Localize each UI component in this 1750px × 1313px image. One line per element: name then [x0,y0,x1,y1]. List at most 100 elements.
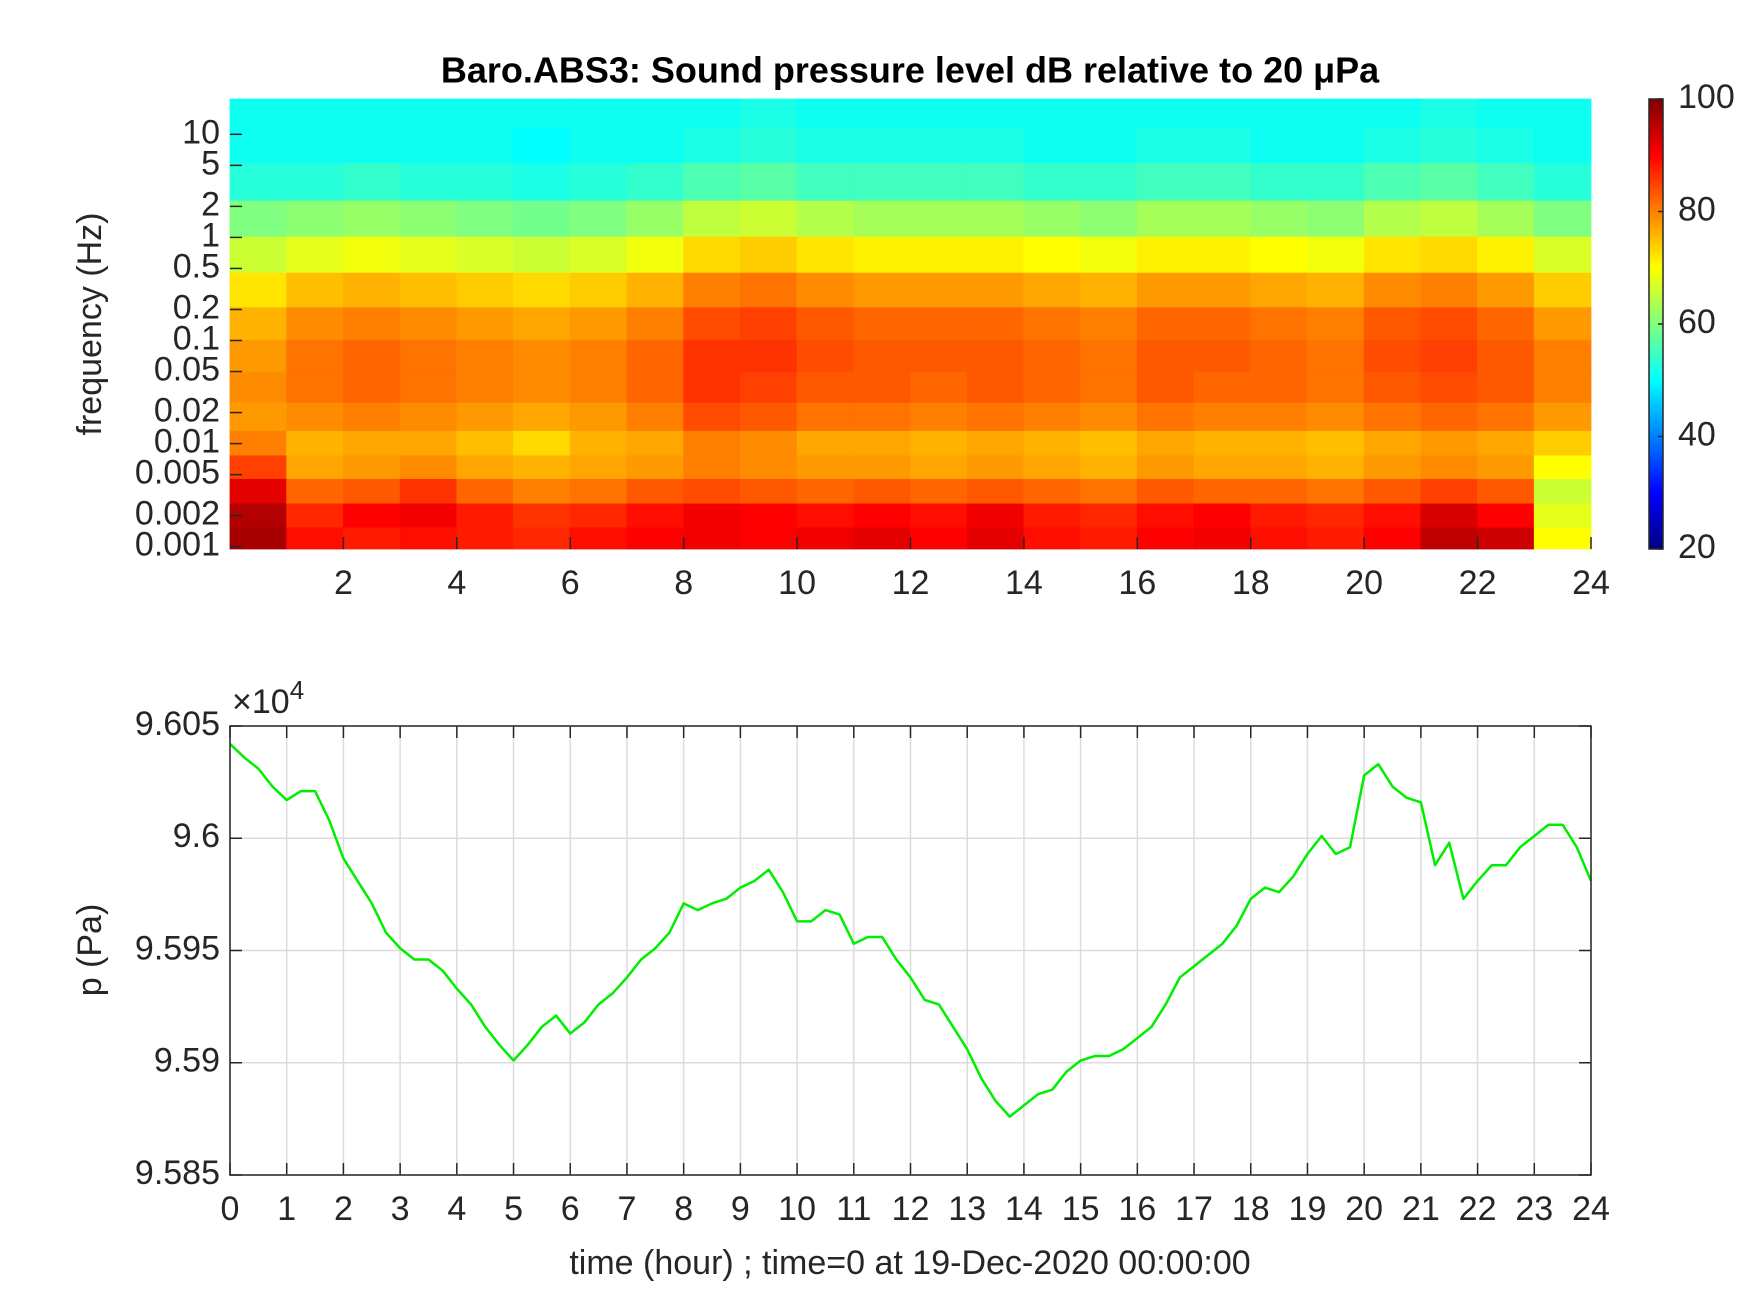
heatmap-cell [739,430,798,456]
heatmap-cell [399,502,458,528]
heatmap-cell [343,478,401,504]
y-tick-label: 10 [182,113,220,151]
y-tick-label: 2 [201,185,220,223]
heatmap-cell [569,235,628,273]
heatmap-cell [456,502,514,528]
heatmap-cell [966,454,1025,479]
x-tick-label: 13 [948,1190,986,1228]
heatmap-cell [229,235,288,273]
heatmap-cell [683,199,741,237]
heatmap-cell [1023,127,1082,164]
x-tick-label: 2 [334,1190,353,1228]
heatmap-cell [1193,235,1252,273]
heatmap-cell [1023,306,1082,340]
heatmap-cell [399,526,458,550]
heatmap-cell [1193,98,1252,128]
x-tick-label: 4 [447,1190,466,1228]
heatmap-cell [399,98,458,128]
heatmap-cell [1477,98,1535,128]
heatmap-cell [1363,339,1422,373]
heatmap-cell [1080,454,1138,479]
heatmap-cell [626,478,685,504]
heatmap-cell [229,430,288,456]
x-tick-label: 1 [277,1190,296,1228]
heatmap-cell [1420,306,1478,340]
heatmap-cell [1307,235,1365,273]
heatmap-cell [343,401,401,431]
x-tick-label: 12 [892,564,930,602]
heatmap-cell [513,199,571,237]
axes-box [229,725,1592,1176]
heatmap-cell [853,235,911,273]
heatmap-cell [569,526,628,550]
heatmap-cell [853,454,911,479]
heatmap-cell [796,271,855,308]
heatmap-cell [229,526,288,550]
x-tick-label: 16 [1118,1190,1156,1228]
heatmap-cell [343,235,401,273]
x-tick-label: 2 [334,564,353,602]
heatmap-cell [739,306,798,340]
x-tick-label: 22 [1459,564,1497,602]
heatmap-cell [286,371,344,403]
heatmap-cell [1136,199,1195,237]
x-tick-label: 12 [892,1190,930,1228]
heatmap-cell [853,526,911,550]
heatmap-cell [683,98,741,128]
heatmap-cell [1080,502,1138,528]
heatmap-cell [513,162,571,201]
y-tick-label: 5 [201,144,220,182]
heatmap-cell [1250,127,1308,164]
x-tick-label: 23 [1515,1190,1553,1228]
heatmap-cell [1080,127,1138,164]
y-tick-label: 9.59 [154,1042,220,1080]
heatmap-cell [966,127,1025,164]
heatmap-cell [286,271,344,308]
heatmap-cell [1363,371,1422,403]
heatmap-cell [286,199,344,237]
heatmap-cell [1533,454,1592,479]
heatmap-cell [1250,430,1308,456]
heatmap-cell [1023,401,1082,431]
heatmap-cell [853,430,911,456]
exponent-base: ×10 [232,683,290,721]
heatmap-cell [1533,502,1592,528]
heatmap-cell [1477,401,1535,431]
x-tick-label: 6 [561,1190,580,1228]
heatmap-cell [1363,271,1422,308]
heatmap-cell [739,401,798,431]
y-tick-label: 0.1 [173,319,220,357]
heatmap-cell [1307,339,1365,373]
heatmap-cell [1080,98,1138,128]
heatmap-cell [1533,401,1592,431]
heatmap-cell [399,271,458,308]
heatmap-cell [399,339,458,373]
x-tick-label: 20 [1345,564,1383,602]
heatmap-cell [513,306,571,340]
heatmap-cell [513,371,571,403]
heatmap-cell [1477,162,1535,201]
heatmap-cell [1363,306,1422,340]
heatmap-cell [739,478,798,504]
heatmap-cell [1420,401,1478,431]
heatmap-cell [229,98,288,128]
heatmap-cell [966,430,1025,456]
x-tick-label: 10 [778,1190,816,1228]
heatmap-cell [739,502,798,528]
heatmap-cell [1080,162,1138,201]
heatmap-cell [1307,306,1365,340]
heatmap-cell [1136,526,1195,550]
heatmap-cell [1307,478,1365,504]
heatmap-cell [1420,371,1478,403]
x-tick-label: 17 [1175,1190,1213,1228]
x-tick-label: 9 [731,1190,750,1228]
heatmap-cell [739,98,798,128]
heatmap-cell [1023,371,1082,403]
heatmap-cell [286,127,344,164]
heatmap-cell [853,401,911,431]
heatmap-cell [456,235,514,273]
heatmap-cell [1193,339,1252,373]
heatmap-cell [966,162,1025,201]
heatmap-cell [966,98,1025,128]
